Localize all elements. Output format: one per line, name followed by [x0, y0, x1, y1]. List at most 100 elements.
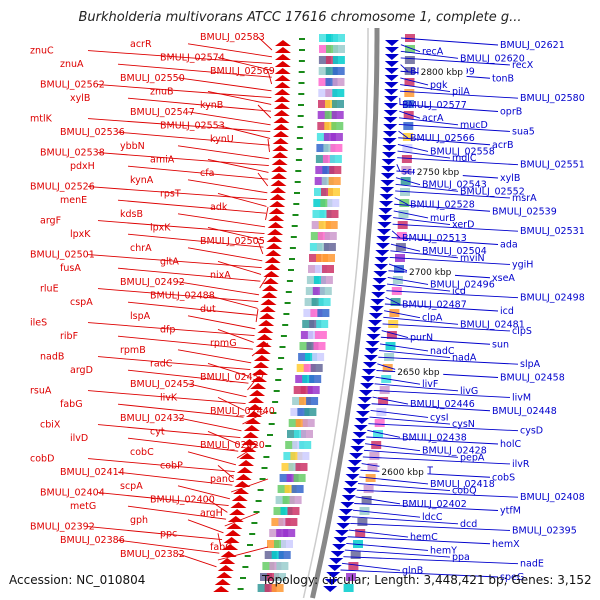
gene-label[interactable]: BMULJ_02566 [410, 133, 475, 144]
gene-label[interactable]: nixA [210, 270, 231, 281]
gene-label[interactable]: cysN [452, 419, 475, 430]
gene-label[interactable]: speG [500, 572, 524, 583]
gene-label[interactable]: BMULJ_02432 [120, 413, 185, 424]
gene-label[interactable]: recA [422, 47, 444, 58]
gene-label[interactable]: icd [500, 306, 514, 317]
gene-label[interactable]: cobQ [452, 486, 477, 497]
gene-label[interactable]: BMULJ_02446 [410, 399, 475, 410]
gene-label[interactable]: BMULJ_02528 [410, 200, 475, 211]
gene-label[interactable]: nadE [520, 559, 544, 570]
gene-label[interactable]: radC [150, 358, 173, 369]
gene-label[interactable]: BMULJ_02553 [160, 120, 225, 131]
gene-label[interactable]: kynA [130, 175, 154, 186]
gene-label[interactable]: znuA [60, 59, 84, 70]
gene-label[interactable]: fabG [210, 542, 233, 553]
gene-label[interactable]: BMULJ_02457 [200, 372, 265, 383]
gene-label[interactable]: kdsB [120, 209, 143, 220]
gene-label[interactable]: BMULJ_02487 [402, 299, 467, 310]
gene-label[interactable]: BMULJ_02526 [30, 182, 95, 193]
gene-label[interactable]: gph [130, 515, 148, 526]
gene-label[interactable]: argD [70, 365, 93, 376]
gene-label[interactable]: BMULJ_02414 [60, 467, 125, 478]
gene-label[interactable]: rpsT [160, 188, 181, 199]
gene-label[interactable]: BMULJ_02498 [520, 293, 585, 304]
gene-label[interactable]: clpA [422, 313, 443, 324]
gene-label[interactable]: ybbN [120, 141, 145, 152]
gene-label[interactable]: BMULJ_02621 [500, 40, 565, 51]
gene-label[interactable]: BMULJ_02488 [150, 290, 215, 301]
gene-label[interactable]: BMULJ_02448 [492, 406, 557, 417]
gene-label[interactable]: livK [160, 392, 178, 403]
gene-label[interactable]: sua5 [512, 126, 535, 137]
gene-label[interactable]: ytfM [500, 506, 521, 517]
gene-label[interactable]: BMULJ_02536 [60, 127, 125, 138]
gene-label[interactable]: dut [200, 304, 216, 315]
gene-label[interactable]: ygiH [512, 259, 533, 270]
gene-label[interactable]: BMULJ_02395 [512, 525, 577, 536]
gene-label[interactable]: chrA [130, 243, 152, 254]
gene-label[interactable]: ldcC [422, 512, 443, 523]
gene-label[interactable]: sun [492, 339, 509, 350]
gene-label[interactable]: xylB [500, 173, 520, 184]
gene-label[interactable]: mucD [460, 120, 488, 131]
gene-label[interactable]: mtlK [30, 114, 53, 125]
gene-label[interactable]: BMULJ_02552 [460, 186, 525, 197]
gene-label[interactable]: hemY [430, 545, 457, 556]
gene-label[interactable]: BMULJ_02513 [402, 233, 467, 244]
gene-label[interactable]: pilA [452, 87, 470, 98]
gene-label[interactable]: scpA [120, 481, 143, 492]
gene-label[interactable]: panC [210, 474, 235, 485]
gene-label[interactable]: ribF [60, 331, 78, 342]
gene-label[interactable]: BMULJ_02382 [120, 549, 185, 560]
gene-label[interactable]: livM [512, 392, 531, 403]
gene-label[interactable]: livG [460, 386, 478, 397]
gene-label[interactable]: BMULJ_02531 [520, 226, 585, 237]
gene-label[interactable]: argH [200, 508, 223, 519]
gene-label[interactable]: BMULJ_02492 [120, 277, 185, 288]
gene-label[interactable]: cbiX [40, 420, 61, 431]
gene-label[interactable]: dcd [460, 519, 477, 530]
gene-label[interactable]: BMULJ_02404 [40, 488, 105, 499]
gene-label[interactable]: BMULJ_02481 [460, 319, 525, 330]
gene-label[interactable]: murB [430, 213, 456, 224]
gene-label[interactable]: rsuA [30, 386, 52, 397]
gene-label[interactable]: ilvD [70, 433, 88, 444]
gene-label[interactable]: BMULJ_02580 [520, 93, 585, 104]
gene-label[interactable]: adk [210, 202, 228, 213]
gene-label[interactable]: cfa [200, 168, 214, 179]
gene-label[interactable]: fabG [60, 399, 83, 410]
gene-label[interactable]: BMULJ_02408 [520, 492, 585, 503]
gene-label[interactable]: kynB [200, 100, 223, 111]
gene-label[interactable]: cobD [30, 454, 54, 465]
gene-label[interactable]: BMULJ_02539 [492, 206, 557, 217]
gene-label[interactable]: BMULJ_02562 [40, 80, 105, 91]
gene-label[interactable]: znuB [150, 86, 174, 97]
gene-label[interactable]: BMULJ_02428 [422, 446, 487, 457]
gene-label[interactable]: mviN [460, 253, 485, 264]
gene-label[interactable]: slpA [520, 359, 541, 370]
gene-label[interactable]: acrA [422, 113, 444, 124]
gene-label[interactable]: BMULJ_02501 [30, 250, 95, 261]
gene-label[interactable]: purN [410, 333, 433, 344]
gene-label[interactable]: BMULJ_02574 [160, 52, 225, 63]
gene-label[interactable]: xerD [452, 220, 474, 231]
gene-label[interactable]: acrR [130, 39, 152, 50]
gene-label[interactable]: cobP [160, 460, 183, 471]
gene-label[interactable]: BMULJ_02577 [402, 100, 467, 111]
gene-label[interactable]: BMULJ_02418 [430, 479, 495, 490]
gene-label[interactable]: acrB [492, 140, 513, 151]
gene-label[interactable]: tonB [492, 73, 514, 84]
gene-label[interactable]: BMULJ_02538 [40, 148, 105, 159]
gene-label[interactable]: BMULJ_02504 [422, 246, 487, 257]
gene-label[interactable]: hemC [410, 532, 438, 543]
gene-label[interactable]: BMULJ_02620 [460, 53, 525, 64]
gene-label[interactable]: BMULJ_02453 [130, 379, 195, 390]
gene-label[interactable]: BMULJ_02550 [120, 73, 185, 84]
gene-label[interactable]: BMULJ_02543 [422, 180, 487, 191]
gene-label[interactable]: ilvR [512, 459, 530, 470]
gene-label[interactable]: BMULJ_02551 [520, 160, 585, 171]
gene-label[interactable]: pgk [430, 80, 448, 91]
gene-label[interactable]: BMULJ_02440 [210, 406, 275, 417]
gene-label[interactable]: BMULJ_02569 [210, 66, 275, 77]
gene-label[interactable]: lpxK [150, 222, 171, 233]
